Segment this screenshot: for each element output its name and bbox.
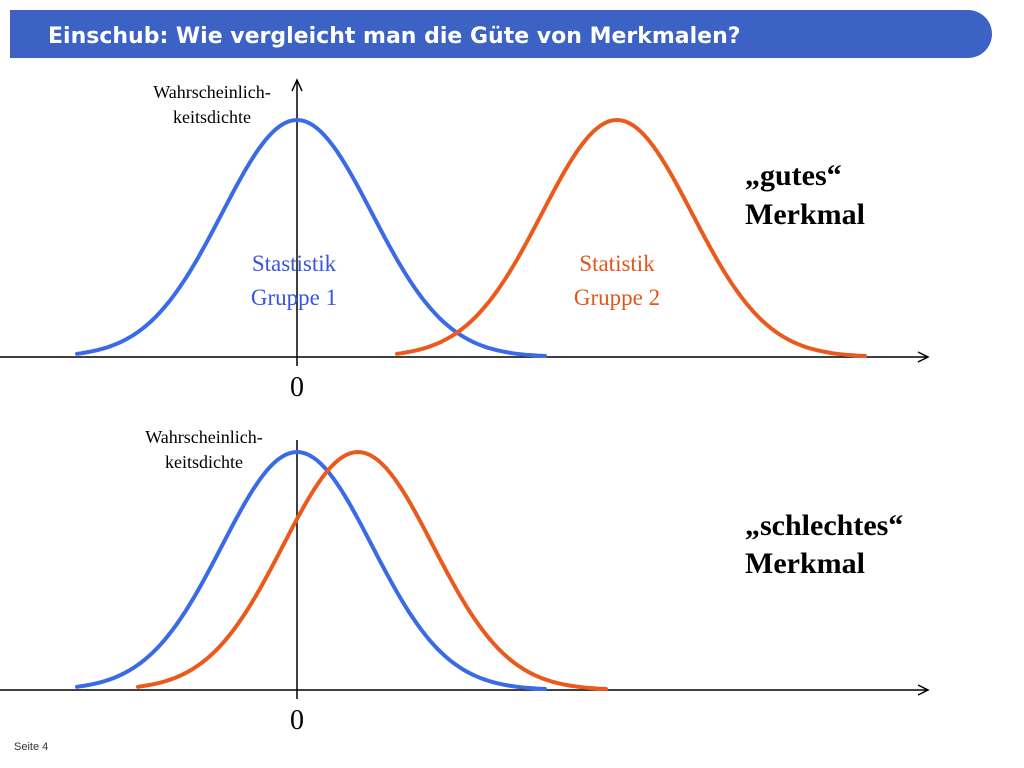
- panel-top: Wahrscheinlich- keitsdichte Stastistik G…: [0, 78, 930, 403]
- y-arrow: [291, 78, 303, 92]
- panel-bottom: Wahrscheinlich- keitsdichte „schlechtes“…: [0, 427, 930, 736]
- title-bar: [10, 10, 992, 58]
- title: Einschub: Wie vergleicht man die Güte vo…: [48, 24, 741, 49]
- title-bar-edge: [10, 10, 50, 58]
- x-arrow: [917, 351, 930, 363]
- verdict: „schlechtes“: [745, 509, 903, 542]
- y-label: Wahrscheinlich-: [153, 82, 271, 102]
- group-label: Gruppe 2: [574, 285, 660, 310]
- origin-label: 0: [290, 372, 304, 403]
- page-number: Seite 4: [14, 741, 48, 753]
- group-label: Statistik: [579, 251, 655, 276]
- verdict: Merkmal: [745, 198, 865, 231]
- y-label: Wahrscheinlich-: [145, 427, 263, 447]
- curve-group-1: [75, 449, 547, 691]
- curve-group-1: [75, 117, 547, 358]
- verdict: Merkmal: [745, 547, 865, 580]
- curve-group-2: [395, 117, 867, 358]
- x-arrow: [917, 684, 930, 696]
- y-label: keitsdichte: [165, 452, 243, 472]
- curve-group-2: [136, 449, 608, 691]
- group-label: Gruppe 1: [251, 285, 337, 310]
- verdict: „gutes“: [745, 159, 842, 192]
- group-label: Stastistik: [252, 251, 337, 276]
- y-label: keitsdichte: [173, 107, 251, 127]
- origin-label: 0: [290, 705, 304, 736]
